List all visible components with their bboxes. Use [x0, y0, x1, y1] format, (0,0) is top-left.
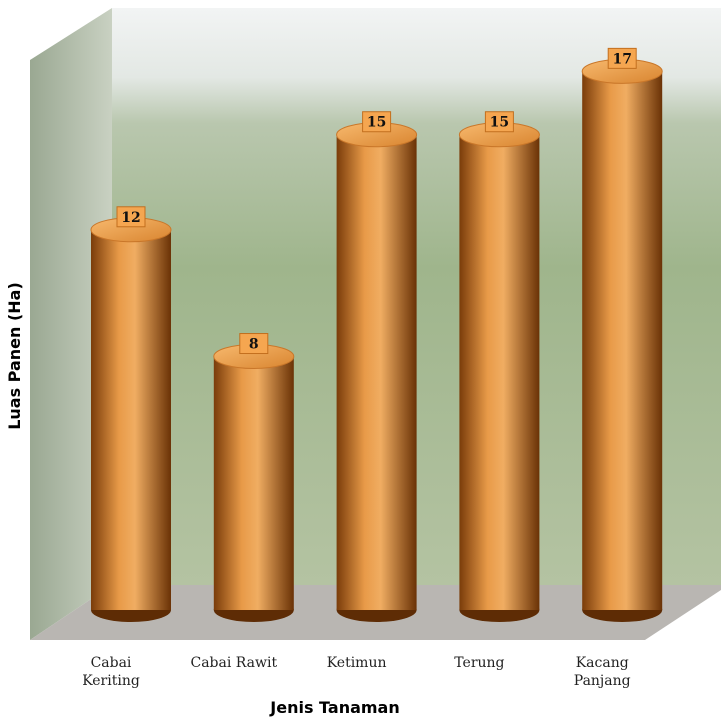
x-tick-label: Cabai Rawit	[191, 655, 278, 671]
x-tick-label-line: Kacang	[576, 655, 629, 671]
x-tick-label-line: Cabai	[91, 655, 132, 671]
cylinder-body	[459, 134, 540, 610]
cylinder	[336, 122, 418, 622]
cylinder-body	[582, 71, 663, 611]
x-axis-title: Jenis Tanaman	[269, 698, 399, 717]
x-tick-label-line: Keriting	[82, 673, 140, 689]
cylinder	[213, 344, 295, 622]
x-tick-label-line: Panjang	[574, 673, 631, 689]
x-tick-label: Cabai Keriting	[82, 655, 140, 689]
value-label-box	[239, 333, 269, 355]
value-label: 17	[612, 51, 631, 67]
cylinder	[458, 122, 540, 622]
cylinder-body	[336, 134, 417, 610]
x-tick-label: Kacang Panjang	[574, 655, 631, 689]
cylinder-body	[91, 229, 171, 610]
value-label: 12	[121, 210, 140, 226]
value-label-box	[607, 47, 637, 69]
value-label: 8	[249, 337, 259, 353]
x-tick-label: Ketimun	[327, 655, 387, 671]
cylinder-body	[213, 356, 294, 610]
value-label-box	[362, 111, 392, 133]
x-tick-label: Terung	[454, 655, 504, 671]
value-label-box	[484, 111, 514, 133]
cylinder	[90, 217, 172, 622]
value-label: 15	[367, 115, 386, 131]
y-axis-title: Luas Panen (Ha)	[5, 282, 24, 430]
value-label: 15	[490, 115, 509, 131]
cylinder	[581, 58, 663, 622]
value-label-box	[116, 206, 146, 228]
